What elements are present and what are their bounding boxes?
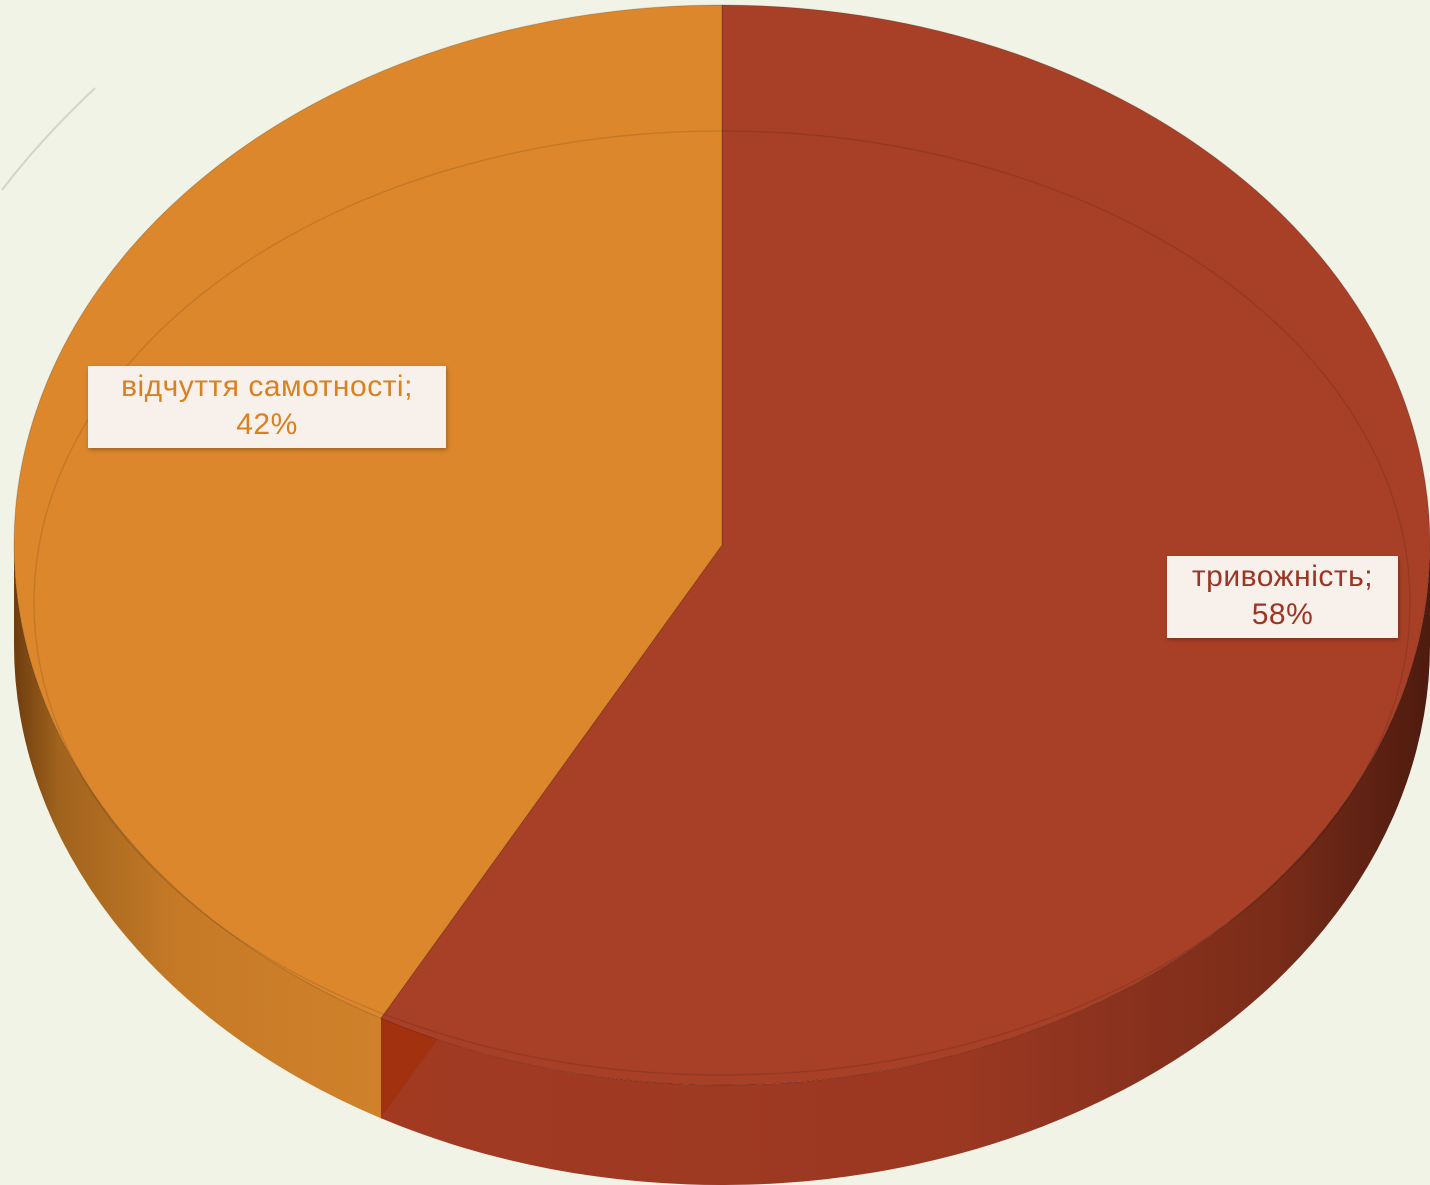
- pie-side-anxiety: [380, 545, 1430, 1185]
- decor-line: [1, 87, 96, 191]
- pie-slice-anxiety: [380, 4, 1430, 1086]
- pie-side-faces: [14, 545, 1430, 1185]
- pie-bevel-ring: [33, 130, 1411, 1076]
- pie-top-faces: [13, 4, 1430, 1086]
- data-label-loneliness-value: 42%: [236, 408, 298, 441]
- data-label-loneliness-name: відчуття самотності;: [121, 370, 413, 403]
- data-label-anxiety-name: тривожність;: [1191, 560, 1374, 593]
- data-label-anxiety: тривожність; 58%: [1167, 556, 1398, 638]
- data-label-anxiety-value: 58%: [1251, 598, 1314, 631]
- data-label-loneliness: відчуття самотності; 42%: [88, 366, 446, 448]
- pie-slice-loneliness: [13, 4, 723, 1019]
- pie-side-loneliness: [14, 545, 381, 1119]
